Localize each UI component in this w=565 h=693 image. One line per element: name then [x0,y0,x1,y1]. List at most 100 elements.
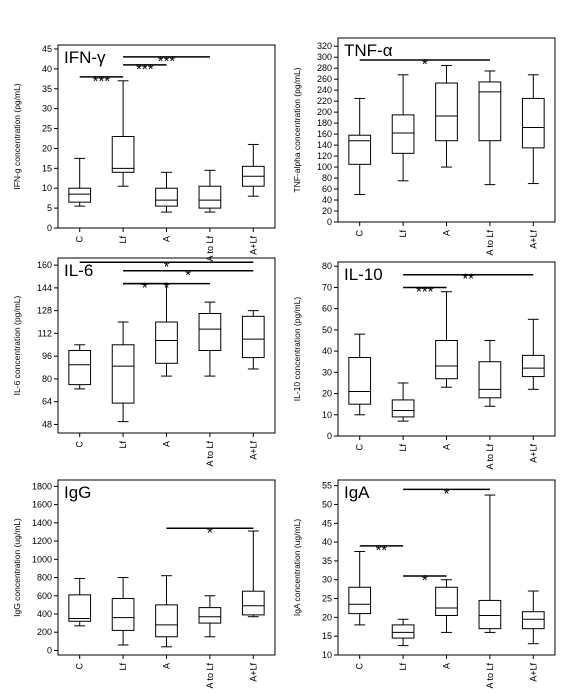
y-tick-label: 0 [327,431,332,441]
panel: 0204060801001201401601802002202402602803… [292,37,556,256]
x-tick-label: A to Lf [485,663,495,689]
panel-title: IL-6 [64,261,93,280]
box [68,349,92,386]
y-tick-label: 1800 [32,481,52,491]
box [348,134,372,165]
panel-title: IgG [64,483,91,502]
box [68,187,92,203]
x-tick-label: C [355,444,365,451]
y-tick-label: 220 [317,96,332,106]
y-tick-label: 48 [42,419,52,429]
box [391,399,415,418]
x-tick-label: A to Lf [205,236,215,262]
box [155,604,178,638]
box [68,594,92,622]
y-tick-label: 40 [322,195,332,205]
y-tick-label: 10 [322,410,332,420]
significance-label: ** [376,542,388,559]
y-tick-label: 15 [42,163,52,173]
y-tick-label: 240 [317,85,332,95]
y-tick-label: 400 [37,609,52,619]
y-tick-label: 600 [37,591,52,601]
x-tick-label: A+Lf [528,230,538,249]
y-tick-label: 0 [47,223,52,233]
significance-label: *** [136,61,154,78]
y-tick-label: 30 [42,104,52,114]
y-axis-label: IL-10 concentration (pg/mL) [292,297,302,402]
x-tick-label: Lf [118,663,128,671]
y-axis-label: IFN-g concentration (pg/mL) [12,83,22,189]
y-tick-label: 20 [322,206,332,216]
y-axis-label: IgG concentration (ug/mL) [12,518,22,617]
y-tick-label: 10 [42,183,52,193]
significance-label: * [422,572,428,589]
y-tick-label: 10 [322,650,332,660]
y-tick-label: 1600 [32,500,52,510]
x-tick-label: Lf [118,236,128,244]
y-tick-label: 20 [322,612,332,622]
panel: 0 5 10 15 20 25 30 35 40 45 IFN-g concentration (p… [12,44,276,262]
y-tick-label: 35 [322,556,332,566]
y-tick-label: 80 [322,173,332,183]
y-axis-label: IL-6 concentration (pg/mL) [12,295,22,395]
x-tick-label: A+Lf [528,444,538,463]
panel: 10 15 20 25 30 35 40 45 50 55 IgA concentration (u… [292,479,556,689]
x-tick-label: Lf [398,230,408,238]
x-tick-label: A to Lf [205,663,215,689]
box [521,354,545,378]
y-tick-label: 80 [322,261,332,271]
x-tick-label: A to Lf [485,444,495,470]
y-tick-label: 40 [322,537,332,547]
panel-title: IFN-γ [64,48,106,67]
x-tick-label: Lf [398,663,408,671]
y-tick-label: 1400 [32,518,52,528]
box [478,81,502,142]
y-tick-label: 5 [47,203,52,213]
panel: 0 10 20 30 40 50 60 70 80 IL-10 concentration (pg… [292,261,556,470]
box [435,340,458,380]
y-tick-label: 45 [42,44,52,54]
y-tick-label: 25 [322,594,332,604]
y-tick-label: 144 [37,283,52,293]
x-tick-label: A [162,236,172,242]
y-tick-label: 128 [37,306,52,316]
y-tick-label: 40 [322,346,332,356]
box [241,590,265,616]
x-tick-label: C [355,663,365,670]
y-tick-label: 300 [317,52,332,62]
box [348,586,372,615]
x-tick-label: A+Lf [248,663,258,682]
significance-label: ** [462,271,474,288]
x-tick-label: A [442,230,452,236]
x-tick-label: A+Lf [528,663,538,682]
panel-title: IL-10 [344,265,383,284]
box [111,597,135,631]
significance-label: *** [158,53,176,70]
panel: 48 64 80 96 112 128 144 160 IL-6 concentration (… [12,257,276,467]
y-tick-label: 100 [317,162,332,172]
y-tick-label: 0 [47,645,52,655]
y-tick-label: 35 [42,84,52,94]
y-tick-label: 55 [322,481,332,491]
y-tick-label: 15 [322,631,332,641]
box [435,586,458,616]
box [478,361,502,399]
significance-label: * [444,485,450,502]
box [348,356,372,405]
y-tick-label: 120 [317,151,332,161]
box [391,114,415,154]
box [198,607,222,624]
panel: 0 200 400 600 800 1000 1200 1400 1600 1800 IgG con… [12,479,276,689]
y-tick-label: 180 [317,118,332,128]
y-tick-label: 60 [322,304,332,314]
y-tick-label: 200 [37,627,52,637]
y-tick-label: 80 [42,374,52,384]
significance-label: *** [416,283,434,300]
y-tick-label: 25 [42,124,52,134]
y-tick-label: 1200 [32,536,52,546]
y-tick-label: 20 [42,143,52,153]
significance-label: *** [93,73,111,90]
box [478,599,502,630]
